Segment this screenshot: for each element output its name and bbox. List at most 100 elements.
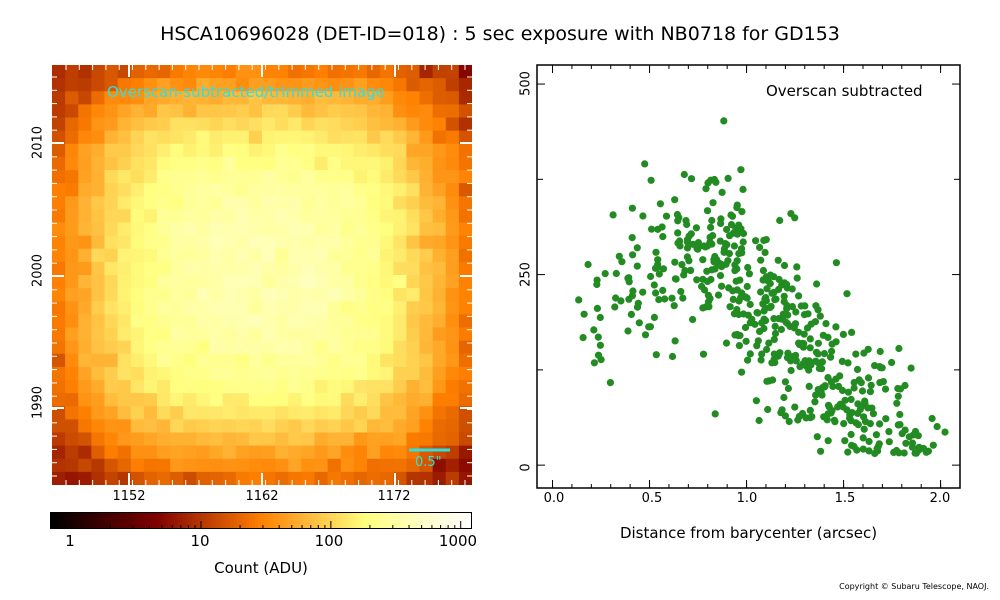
image-pixel <box>143 314 158 328</box>
image-pixel <box>301 340 315 355</box>
image-pixel <box>91 406 105 420</box>
image-pixel <box>52 65 66 79</box>
scatter-point <box>655 296 663 304</box>
image-pixel <box>353 301 368 315</box>
image-pixel <box>78 222 92 237</box>
colorbar-segment <box>441 513 445 528</box>
image-pixel <box>432 340 447 355</box>
colorbar-segment <box>429 513 433 528</box>
image-pixel <box>327 248 342 263</box>
image-pixel <box>353 130 368 145</box>
colorbar-segment <box>204 513 208 528</box>
image-pixel <box>406 91 420 105</box>
image-pixel <box>130 143 145 158</box>
scatter-point <box>788 303 797 311</box>
image-pixel <box>340 196 355 210</box>
image-pixel <box>52 366 66 381</box>
image-pixel <box>288 117 302 132</box>
scatter-point <box>757 356 765 364</box>
image-pixel <box>380 261 394 276</box>
image-pixel <box>248 248 263 263</box>
image-pixel <box>65 432 79 447</box>
image-pixel <box>458 130 472 145</box>
colorbar-segment <box>195 513 199 528</box>
image-pixel <box>65 406 79 420</box>
image-pixel <box>78 183 92 197</box>
scatter-point <box>739 229 748 238</box>
colorbar-segment <box>201 513 205 528</box>
scatter-point <box>752 397 761 405</box>
image-x-tick-label: 1172 <box>377 489 411 504</box>
image-pixel <box>327 471 342 485</box>
image-pixel <box>91 222 105 237</box>
colorbar-segment <box>186 513 190 528</box>
image-pixel <box>143 340 158 355</box>
image-pixel <box>262 183 276 197</box>
scatter-point <box>766 279 774 288</box>
image-pixel <box>117 248 132 263</box>
image-pixel <box>183 366 197 381</box>
image-pixel <box>78 156 92 171</box>
scatter-point <box>733 230 742 238</box>
colorbar-segment <box>78 513 82 528</box>
image-pixel <box>170 458 184 473</box>
image-pixel <box>314 78 329 92</box>
colorbar-segment <box>459 513 463 528</box>
image-pixel <box>143 419 158 433</box>
scatter-point <box>648 225 656 233</box>
image-pixel <box>65 288 79 302</box>
image-pixel <box>91 78 105 92</box>
image-pixel <box>196 393 210 407</box>
image-pixel <box>117 380 132 394</box>
image-pixel <box>170 406 184 420</box>
scatter-point <box>783 354 792 362</box>
scatter-point <box>708 266 716 274</box>
image-pixel <box>196 406 210 420</box>
image-pixel <box>170 196 184 210</box>
image-pixel <box>143 366 158 381</box>
image-pixel <box>78 353 92 368</box>
image-pixel <box>196 65 210 79</box>
image-pixel <box>445 65 460 79</box>
image-pixel <box>275 380 289 394</box>
image-pixel <box>157 275 171 289</box>
image-pixel <box>248 143 263 158</box>
scatter-point <box>596 341 605 349</box>
scatter-point <box>804 310 812 318</box>
image-pixel <box>235 353 250 368</box>
image-pixel <box>130 406 145 420</box>
image-pixel <box>91 419 105 433</box>
scatter-point <box>808 413 816 421</box>
scatter-point <box>639 212 647 220</box>
image-pixel <box>301 471 315 485</box>
image-pixel <box>314 288 329 302</box>
image-pixel <box>367 156 381 171</box>
scatter-point <box>871 362 879 370</box>
image-pixel <box>130 340 145 355</box>
image-pixel <box>353 380 368 394</box>
image-pixel <box>327 183 342 197</box>
image-pixel <box>183 104 197 118</box>
image-pixel <box>183 261 197 276</box>
image-pixel <box>288 78 302 92</box>
scatter-point <box>850 384 858 392</box>
image-pixel <box>157 393 171 407</box>
scatter-point <box>699 350 708 358</box>
scatter-point <box>757 288 765 296</box>
image-pixel <box>196 261 210 276</box>
page-title: HSCA10696028 (DET-ID=018) : 5 sec exposu… <box>160 23 840 45</box>
scatter-point <box>922 448 930 456</box>
image-pixel <box>157 340 171 355</box>
scatter-point <box>751 320 759 328</box>
image-pixel <box>458 340 472 355</box>
image-pixel <box>222 104 237 118</box>
image-pixel <box>288 432 302 447</box>
image-pixel <box>301 170 315 184</box>
image-pixel <box>419 130 434 145</box>
colorbar-segment <box>336 513 340 528</box>
scatter-point <box>609 211 617 219</box>
image-pixel <box>248 288 263 302</box>
colorbar-segment <box>222 513 226 528</box>
image-pixel <box>380 196 394 210</box>
